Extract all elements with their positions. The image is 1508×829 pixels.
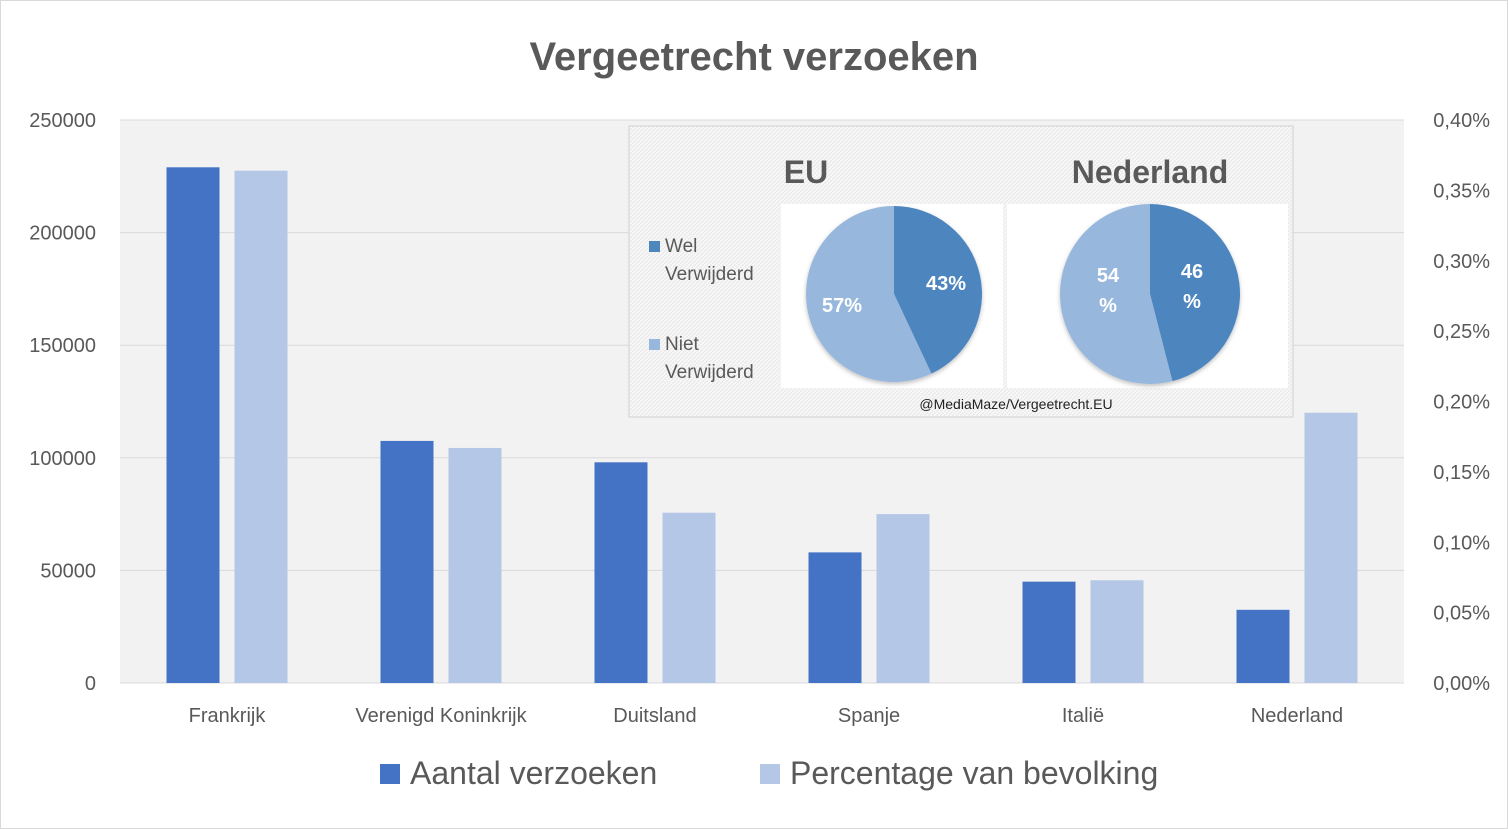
y2-tick-label: 0,10% <box>1433 532 1490 554</box>
bar-aantal <box>1236 609 1290 683</box>
pie-eu-value-label: 43% <box>926 273 966 295</box>
legend-label: Percentage van bevolking <box>790 755 1158 791</box>
pie-nl-value-label-part: % <box>1099 295 1117 317</box>
legend-swatch <box>380 764 400 784</box>
y2-tick-label: 0,05% <box>1433 603 1490 625</box>
y2-tick-label: 0,25% <box>1433 321 1490 343</box>
bar-percentage <box>876 514 930 683</box>
y-tick-label: 100000 <box>29 448 96 470</box>
bar-percentage <box>1090 580 1144 683</box>
bar-aantal <box>594 462 648 683</box>
pie-eu-slice <box>894 206 982 374</box>
y2-tick-label: 0,40% <box>1433 110 1490 132</box>
bar-percentage <box>662 512 716 683</box>
bars <box>166 167 1358 684</box>
y-axis-left: 0 50000 100000 150000 200000 250000 <box>29 110 96 695</box>
bar-aantal <box>166 167 220 684</box>
y-tick-label: 200000 <box>29 223 96 245</box>
credit-text: @MediaMaze/Vergeetrecht.EU <box>919 396 1112 412</box>
pie-nl-value-label-part: % <box>1183 291 1201 313</box>
y-tick-label: 0 <box>85 673 96 695</box>
pie-nl-value-label-part: 54 <box>1097 265 1120 287</box>
legend-label: Aantal verzoeken <box>410 755 657 791</box>
pie-title-nl: Nederland <box>1072 154 1228 190</box>
y2-tick-label: 0,15% <box>1433 462 1490 484</box>
pie-eu-slice <box>805 206 932 383</box>
legend: Aantal verzoeken Percentage van bevolking <box>380 755 1158 791</box>
y-tick-label: 150000 <box>29 335 96 357</box>
bar-percentage <box>1304 412 1358 683</box>
y2-tick-label: 0,30% <box>1433 251 1490 273</box>
chart-title: Vergeetrecht verzoeken <box>529 35 978 79</box>
pie-nl-value-label: 46% <box>1181 261 1203 313</box>
inset-legend-swatch <box>649 339 660 350</box>
pie-nl-slice <box>1060 204 1173 384</box>
x-tick-label: Spanje <box>838 705 900 727</box>
x-tick-label: Verenigd Koninkrijk <box>355 705 527 727</box>
bar-percentage <box>234 170 288 684</box>
bar-percentage <box>448 447 502 683</box>
bar-aantal <box>380 440 434 683</box>
y-axis-right: 0,00% 0,05% 0,10% 0,15% 0,20% 0,25% 0,30% 0,35%… <box>1433 110 1490 695</box>
y2-tick-label: 0,20% <box>1433 392 1490 414</box>
y2-tick-label: 0,35% <box>1433 180 1490 202</box>
bar-aantal <box>808 552 862 683</box>
pie-nl-slices <box>1060 204 1240 384</box>
pie-inset: EU Nederland 43%57% 46 %54% WelVerwijderd… <box>628 125 1294 418</box>
legend-swatch <box>760 764 780 784</box>
pie-nl: 46 %54% <box>1060 204 1240 384</box>
inset-legend: Wel Verwijderd Niet Verwijderd <box>649 236 754 383</box>
inset-legend-swatch <box>649 241 660 252</box>
y-tick-label: 250000 <box>29 110 96 132</box>
pie-nl-value-label-part: 46 <box>1181 261 1203 283</box>
inset-legend-label: Niet <box>665 334 700 355</box>
x-tick-label: Duitsland <box>613 705 696 727</box>
y2-tick-label: 0,00% <box>1433 673 1490 695</box>
pie-title-eu: EU <box>784 154 828 190</box>
inset-legend-label: Wel <box>665 236 697 257</box>
inset-legend-label: Verwijderd <box>665 264 754 285</box>
x-axis: Frankrijk Verenigd Koninkrijk Duitsland Spa… <box>189 705 1343 727</box>
pie-eu: 43% 57% <box>805 206 982 383</box>
pie-nl-slice <box>1150 204 1240 382</box>
pie-eu-slices <box>805 206 982 383</box>
x-tick-label: Nederland <box>1251 705 1343 727</box>
bar-aantal <box>1022 581 1076 683</box>
inset-legend-label: Verwijderd <box>665 362 754 383</box>
pie-nl-value-label: 54% <box>1097 265 1120 317</box>
y-tick-label: 50000 <box>40 560 96 582</box>
x-tick-label: Frankrijk <box>189 705 267 727</box>
pie-eu-value-label: 57% <box>822 295 862 317</box>
x-tick-label: Italië <box>1062 705 1104 727</box>
